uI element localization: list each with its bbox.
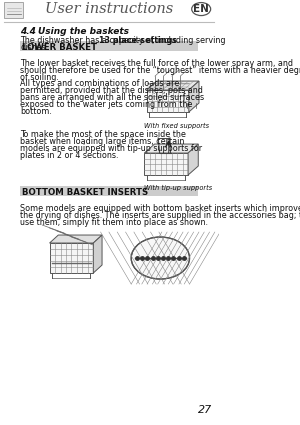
Text: Using the baskets: Using the baskets xyxy=(38,27,129,36)
Text: The lower basket receives the full force of the lower spray arm, and: The lower basket receives the full force… xyxy=(20,59,293,68)
Ellipse shape xyxy=(131,237,190,279)
Text: With fixed supports: With fixed supports xyxy=(144,123,209,129)
Text: , including serving: , including serving xyxy=(152,36,225,45)
Text: Some models are equipped with bottom basket inserts which improve: Some models are equipped with bottom bas… xyxy=(20,204,300,213)
Text: pans are arranged with all the soiled surfaces: pans are arranged with all the soiled su… xyxy=(20,93,205,102)
Text: With tip-up supports: With tip-up supports xyxy=(144,185,212,191)
Text: models are equipped with tip-up supports for: models are equipped with tip-up supports… xyxy=(20,144,202,153)
Text: User instructions: User instructions xyxy=(45,2,173,16)
Polygon shape xyxy=(146,81,199,90)
Text: 13 place-settings: 13 place-settings xyxy=(99,36,177,45)
Polygon shape xyxy=(189,81,199,112)
Polygon shape xyxy=(93,235,102,273)
Polygon shape xyxy=(144,144,198,153)
Polygon shape xyxy=(50,235,102,243)
Bar xyxy=(20,41,198,51)
Text: the drying of dishes. The inserts are supplied in the accessories bag; to: the drying of dishes. The inserts are su… xyxy=(20,211,300,220)
Text: 27: 27 xyxy=(198,405,212,415)
Ellipse shape xyxy=(192,3,211,16)
Text: dishes.: dishes. xyxy=(20,43,49,52)
Text: should therefore be used for the “toughest” items with a heavier degree: should therefore be used for the “toughe… xyxy=(20,66,300,75)
Text: permitted, provided that the dishes, pots and: permitted, provided that the dishes, pot… xyxy=(20,86,203,95)
Text: exposed to the water jets coming from the: exposed to the water jets coming from th… xyxy=(20,100,193,109)
Text: 4.4: 4.4 xyxy=(20,27,36,36)
Text: BOTTOM BASKET INSERTS: BOTTOM BASKET INSERTS xyxy=(22,187,148,196)
Text: basket when loading large items, certain: basket when loading large items, certain xyxy=(20,137,185,146)
Text: All types and combinations of loads are: All types and combinations of loads are xyxy=(20,79,180,88)
Polygon shape xyxy=(188,144,198,175)
Text: plates in 2 or 4 sections.: plates in 2 or 4 sections. xyxy=(20,151,119,160)
Text: The dishwasher has a capacity of: The dishwasher has a capacity of xyxy=(20,36,157,45)
Text: LOWER BASKET: LOWER BASKET xyxy=(22,42,97,51)
Text: To make the most of the space inside the: To make the most of the space inside the xyxy=(20,130,186,139)
Bar xyxy=(146,90,189,112)
Text: of soiling.: of soiling. xyxy=(20,73,59,82)
Bar xyxy=(4,2,23,18)
Bar xyxy=(50,243,93,273)
Bar xyxy=(144,153,188,175)
Text: bottom.: bottom. xyxy=(20,107,52,116)
Text: use them, simply fit them into place as shown.: use them, simply fit them into place as … xyxy=(20,218,208,227)
Bar xyxy=(20,186,198,196)
Text: EN: EN xyxy=(193,4,209,14)
